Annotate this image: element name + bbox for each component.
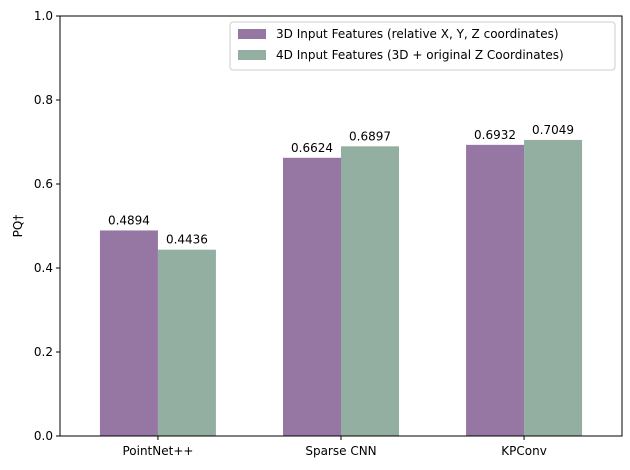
x-tick-label-0: PointNet++	[122, 444, 193, 458]
x-tick-label-2: KPConv	[501, 444, 547, 458]
y-tick-label-2: 0.4	[34, 261, 53, 275]
bar-value-label-series-1-2: 0.6932	[474, 128, 516, 142]
bar-value-label-series-2-2: 0.7049	[532, 123, 574, 137]
y-tick-label-3: 0.6	[34, 177, 53, 191]
legend: 3D Input Features (relative X, Y, Z coor…	[229, 21, 616, 71]
legend-swatch-series-1	[238, 29, 266, 39]
bar-series-1-1	[283, 157, 341, 437]
legend-box	[229, 21, 616, 71]
plot-area: 0.4894 0.4436 0.6624 0.6897 0.6932 0.7049 0.0…	[34, 9, 623, 458]
bars-group	[99, 139, 583, 437]
y-tick-label-0: 0.0	[34, 429, 53, 443]
x-tick-label-1: Sparse CNN	[305, 444, 376, 458]
legend-swatch-series-2	[238, 50, 266, 60]
bar-value-label-series-2-1: 0.6897	[349, 129, 391, 143]
bar-value-label-series-1-1: 0.6624	[291, 141, 333, 155]
bar-labels-group: 0.4894 0.4436 0.6624 0.6897 0.6932 0.7049	[108, 123, 574, 247]
bar-series-2-0	[157, 249, 216, 436]
bar-series-2-1	[341, 146, 399, 437]
y-tick-label-4: 0.8	[34, 93, 53, 107]
bar-series-2-2	[524, 139, 583, 436]
bar-value-label-series-2-0: 0.4436	[166, 233, 208, 247]
y-tick-label-5: 1.0	[34, 9, 53, 23]
bar-series-1-0	[99, 230, 158, 436]
y-axis-label: PQ†	[11, 215, 25, 238]
bar-value-label-series-1-0: 0.4894	[108, 213, 150, 227]
legend-label-series-1: 3D Input Features (relative X, Y, Z coor…	[276, 27, 559, 41]
y-tick-label-1: 0.2	[34, 345, 53, 359]
x-axis: PointNet++ Sparse CNN KPConv	[122, 436, 547, 458]
legend-label-series-2: 4D Input Features (3D + original Z Coord…	[276, 48, 564, 62]
bar-series-1-2	[466, 144, 525, 436]
y-axis: 0.0 0.2 0.4 0.6 0.8 1.0	[34, 9, 60, 443]
